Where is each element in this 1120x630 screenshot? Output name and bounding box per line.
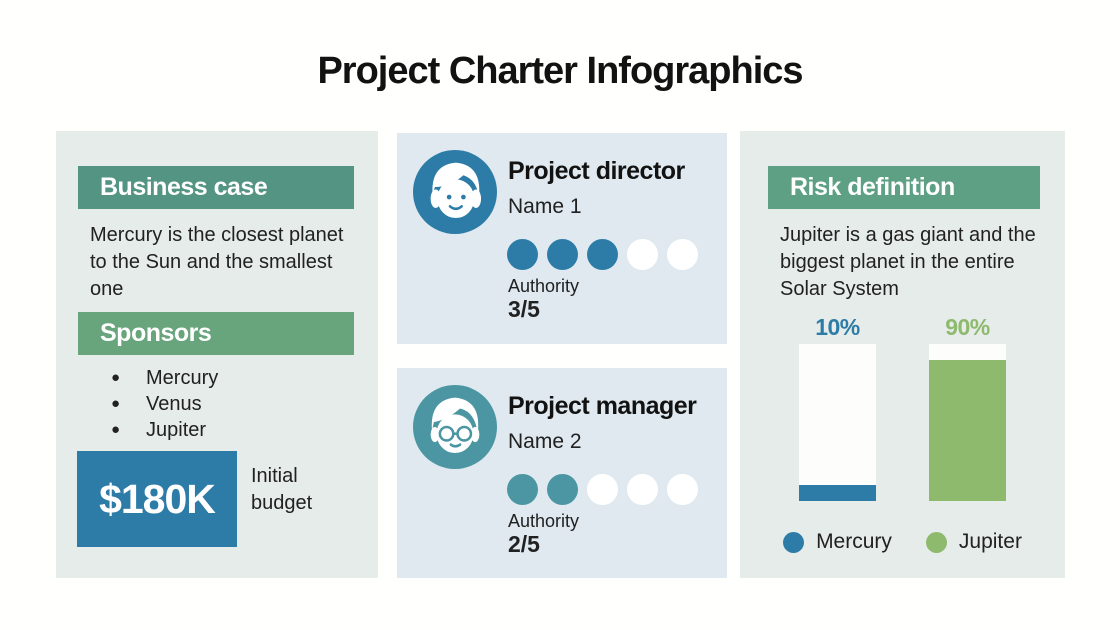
rating-dot-empty [587, 474, 618, 505]
bar-chart: 10% 90% [740, 314, 1065, 501]
sponsor-list-item: ● Venus [111, 391, 351, 417]
bar-track [929, 344, 1006, 501]
bar-value-label: 90% [945, 314, 990, 340]
rating-dot-empty [627, 474, 658, 505]
business-case-header: Business case [78, 166, 354, 209]
woman-avatar-icon [413, 150, 497, 234]
role-title: Project manager [508, 392, 697, 420]
legend-item-mercury: Mercury [783, 530, 892, 554]
sponsor-list-item: ● Mercury [111, 365, 351, 391]
bar-fill [799, 485, 876, 501]
risk-definition-panel: Risk definition Jupiter is a gas giant a… [740, 131, 1065, 578]
bullet-icon: ● [111, 421, 121, 438]
legend-item-jupiter: Jupiter [925, 530, 1022, 554]
rating-dot-filled [587, 239, 618, 270]
rating-dot-empty [627, 239, 658, 270]
rating-dot-filled [507, 474, 538, 505]
business-case-panel: Business case Mercury is the closest pla… [56, 131, 378, 578]
legend-label: Jupiter [958, 530, 1022, 553]
budget-value: $180K [99, 475, 216, 522]
bar-jupiter: 90% [929, 314, 1006, 501]
sponsor-list-item: ● Jupiter [111, 417, 351, 443]
bar-mercury: 10% [799, 314, 876, 501]
bar-fill [929, 359, 1006, 501]
budget-label: Initial budget [251, 465, 313, 514]
legend-label: Mercury [816, 530, 892, 553]
project-director-card: Project director Name 1 Authority 3/5 [397, 133, 727, 344]
bar-value-label: 10% [815, 314, 860, 340]
sponsor-name: Venus [146, 393, 202, 415]
authority-label: Authority [508, 511, 580, 531]
project-manager-card: Project manager Name 2 Authority 2/5 [397, 368, 727, 578]
risk-definition-text: Jupiter is a gas giant and the biggest p… [780, 224, 1036, 300]
rating-dot-filled [547, 239, 578, 270]
budget-box: $180K [77, 451, 237, 547]
risk-definition-header: Risk definition [768, 166, 1040, 209]
authority-value: 3/5 [508, 296, 540, 322]
rating-dot-filled [547, 474, 578, 505]
person-name: Name 2 [508, 430, 582, 453]
bullet-icon: ● [111, 395, 121, 412]
rating-dot-empty [667, 239, 698, 270]
bullet-icon: ● [111, 369, 121, 386]
authority-dots [507, 239, 698, 270]
legend-dot-icon [925, 531, 947, 553]
page-title: Project Charter Infographics [317, 50, 803, 92]
sponsors-header: Sponsors [78, 312, 354, 355]
authority-label: Authority [508, 276, 580, 296]
legend-dot-icon [783, 531, 805, 553]
role-title: Project director [508, 157, 685, 185]
person-name: Name 1 [508, 195, 582, 218]
chart-legend: Mercury Jupiter [740, 530, 1065, 554]
person-glasses-avatar-icon [413, 385, 497, 469]
rating-dot-filled [507, 239, 538, 270]
sponsors-list: ● Mercury ● Venus ● Jupiter [111, 365, 351, 443]
sponsor-name: Mercury [146, 367, 219, 389]
business-case-text: Mercury is the closest planet to the Sun… [90, 224, 344, 300]
authority-dots [507, 474, 698, 505]
bar-track [799, 344, 876, 501]
rating-dot-empty [667, 474, 698, 505]
authority-value: 2/5 [508, 531, 540, 557]
sponsor-name: Jupiter [146, 419, 207, 441]
